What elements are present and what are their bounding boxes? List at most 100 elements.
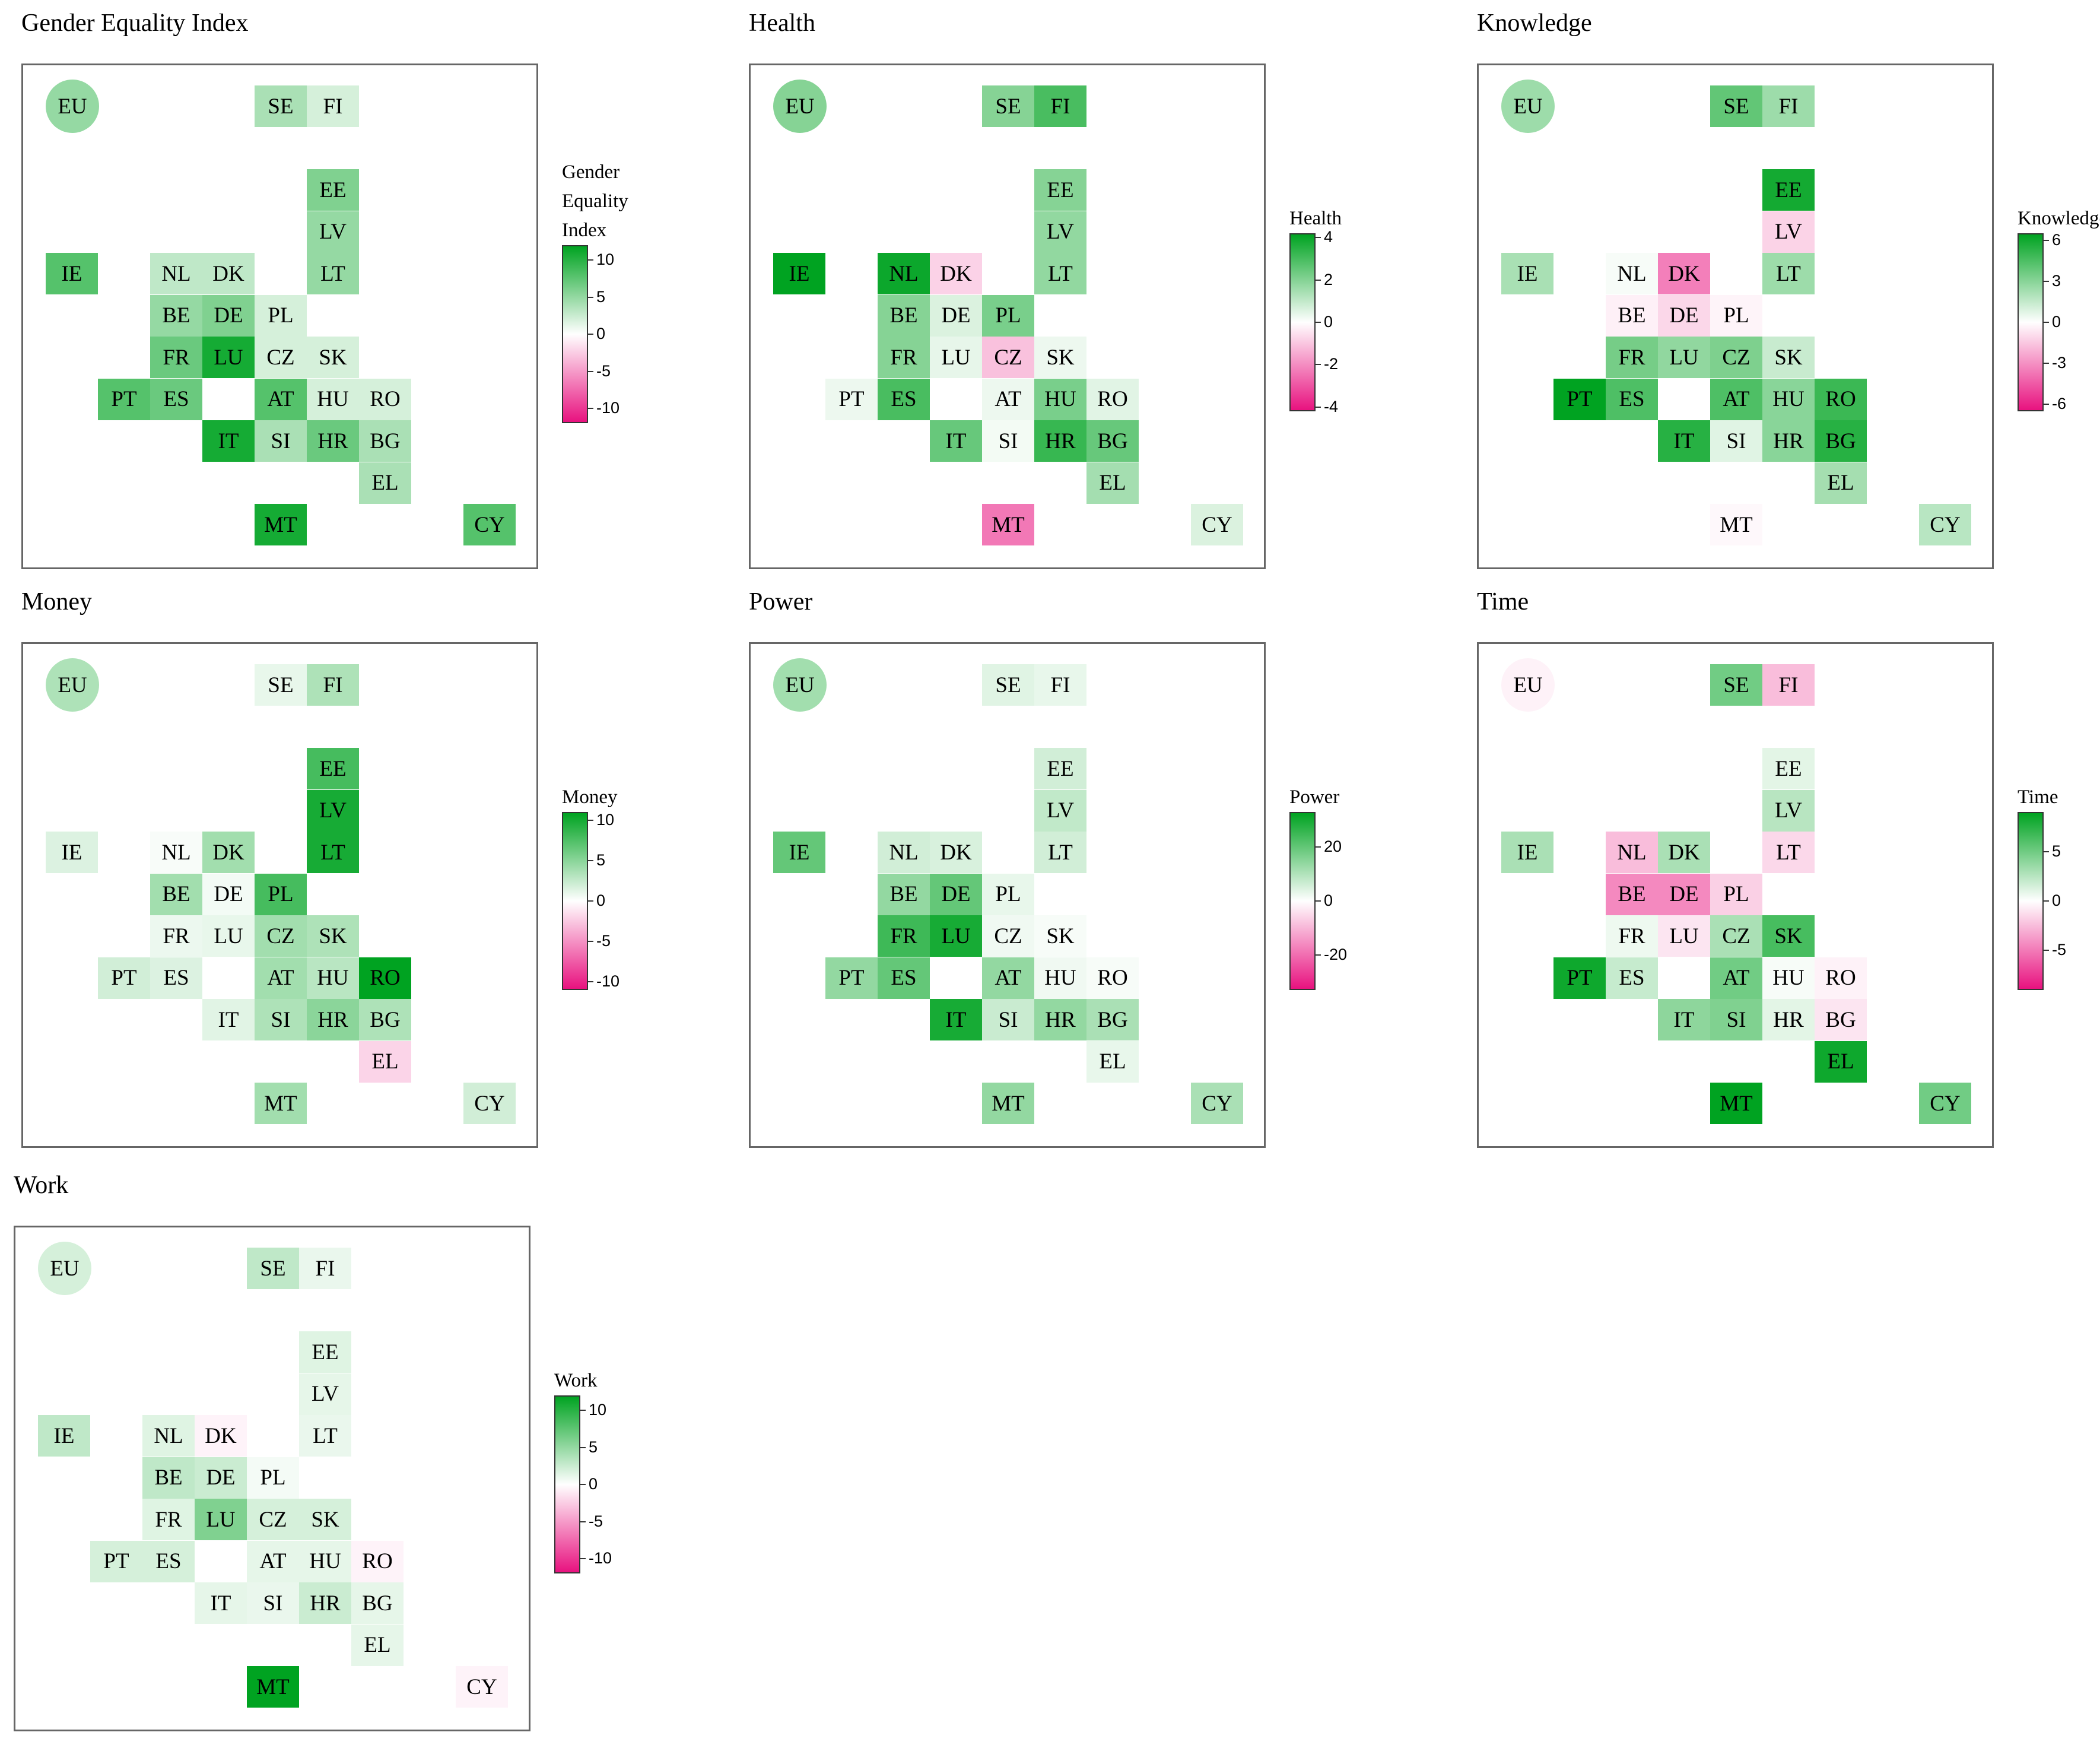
tile-bg: BG <box>1815 420 1867 462</box>
tile-nl: NL <box>150 832 202 873</box>
panel-title: Time <box>1477 588 1529 615</box>
tile-eu: EU <box>46 80 99 133</box>
tile-cy: CY <box>463 504 516 545</box>
tile-lt: LT <box>1034 253 1086 294</box>
tile-de: DE <box>930 294 982 337</box>
tile-nl: NL <box>1606 253 1658 294</box>
tile-ro: RO <box>1815 957 1867 999</box>
tile-hr: HR <box>299 1582 351 1624</box>
tile-si: SI <box>982 999 1034 1040</box>
tile-ro: RO <box>351 1540 404 1582</box>
tile-bg: BG <box>359 999 411 1040</box>
tile-mt: MT <box>982 504 1034 545</box>
tile-cy: CY <box>1919 1083 1971 1124</box>
tile-cz: CZ <box>982 915 1034 957</box>
tile-lv: LV <box>299 1373 351 1415</box>
legend-tick-label: -6 <box>2052 395 2067 413</box>
legend-tick <box>580 1410 586 1411</box>
tile-pt: PT <box>98 378 150 420</box>
tile-eu: EU <box>1501 80 1555 133</box>
panel-title: Money <box>21 588 92 615</box>
tile-lu: LU <box>930 915 982 957</box>
tile-si: SI <box>1710 420 1762 462</box>
legend-tick-label: -3 <box>2052 354 2067 372</box>
legend-gradient-bar <box>1289 812 1316 990</box>
tile-at: AT <box>247 1540 299 1582</box>
legend-tick <box>580 1521 586 1522</box>
panel-title: Knowledge <box>1477 9 1592 37</box>
tile-es: ES <box>878 957 930 999</box>
tile-hr: HR <box>307 999 359 1040</box>
tile-dk: DK <box>195 1415 247 1457</box>
tile-el: EL <box>359 462 411 504</box>
tile-ie: IE <box>46 253 98 294</box>
tile-it: IT <box>202 420 255 462</box>
tile-cz: CZ <box>255 337 307 378</box>
tile-pt: PT <box>1553 957 1606 999</box>
legend-tick-label: 0 <box>1324 313 1333 331</box>
legend-tick-label: -4 <box>1324 397 1339 415</box>
tile-bg: BG <box>1086 420 1139 462</box>
legend-tick-label: -10 <box>596 972 620 991</box>
tile-de: DE <box>930 873 982 915</box>
legend-tick <box>1316 900 1321 902</box>
tile-fr: FR <box>150 337 202 378</box>
legend-tick <box>2044 280 2049 282</box>
panel-title: Work <box>14 1172 69 1199</box>
legend-tick-label: 0 <box>1324 891 1333 909</box>
legend-tick <box>588 981 593 983</box>
tile-de: DE <box>202 873 255 915</box>
tile-be: BE <box>142 1457 195 1499</box>
tile-pl: PL <box>982 294 1034 337</box>
tile-se: SE <box>1710 664 1762 706</box>
tile-hu: HU <box>307 378 359 420</box>
tile-it: IT <box>195 1582 247 1624</box>
tile-sk: SK <box>1034 337 1086 378</box>
tile-ee: EE <box>1762 169 1815 211</box>
tile-pt: PT <box>1553 378 1606 420</box>
tile-fi: FI <box>299 1248 351 1289</box>
tile-hr: HR <box>1762 999 1815 1040</box>
tile-pl: PL <box>247 1457 299 1499</box>
legend-tick-label: -2 <box>1324 355 1339 373</box>
tile-nl: NL <box>1606 832 1658 873</box>
tile-at: AT <box>255 957 307 999</box>
tile-cy: CY <box>1191 504 1243 545</box>
tile-be: BE <box>878 873 930 915</box>
tile-ee: EE <box>1034 748 1086 789</box>
tile-hu: HU <box>307 957 359 999</box>
tile-bg: BG <box>351 1582 404 1624</box>
tile-es: ES <box>150 957 202 999</box>
tile-ee: EE <box>1762 748 1815 789</box>
tile-mt: MT <box>982 1083 1034 1124</box>
legend-gradient-bar <box>2018 812 2044 990</box>
tile-de: DE <box>1658 873 1710 915</box>
tile-si: SI <box>1710 999 1762 1040</box>
tile-eu: EU <box>773 658 827 712</box>
tile-map-frame: EU SE FI EE LV IE NL DK LT BE DE PL FR LU CZ SK PT ES AT HU… <box>14 1226 530 1731</box>
tile-cy: CY <box>1919 504 1971 545</box>
legend-tick-label: 5 <box>589 1438 598 1456</box>
tile-bg: BG <box>1086 999 1139 1040</box>
tile-pt: PT <box>98 957 150 999</box>
legend-tick-label: 5 <box>596 851 606 869</box>
tile-dk: DK <box>930 253 982 294</box>
tile-lt: LT <box>1034 832 1086 873</box>
tile-at: AT <box>982 378 1034 420</box>
tile-cz: CZ <box>1710 915 1762 957</box>
legend-tick-label: 2 <box>1324 270 1333 288</box>
tile-dk: DK <box>930 832 982 873</box>
tile-ee: EE <box>307 169 359 211</box>
tile-ie: IE <box>46 832 98 873</box>
tile-mt: MT <box>1710 504 1762 545</box>
tile-map-frame: EU SE FI EE LV IE NL DK LT BE DE PL FR LU CZ SK PT ES AT HU… <box>1477 642 1994 1148</box>
legend-tick <box>2044 404 2049 405</box>
tile-fi: FI <box>1034 664 1086 706</box>
legend-tick-label: 10 <box>596 250 615 268</box>
legend-tick <box>588 819 593 821</box>
tile-de: DE <box>1658 294 1710 337</box>
tile-fr: FR <box>1606 915 1658 957</box>
tile-map-frame: EU SE FI EE LV IE NL DK LT BE DE PL FR LU CZ SK PT ES AT HU… <box>749 642 1266 1148</box>
legend-tick <box>2044 239 2049 241</box>
tile-hu: HU <box>1034 378 1086 420</box>
